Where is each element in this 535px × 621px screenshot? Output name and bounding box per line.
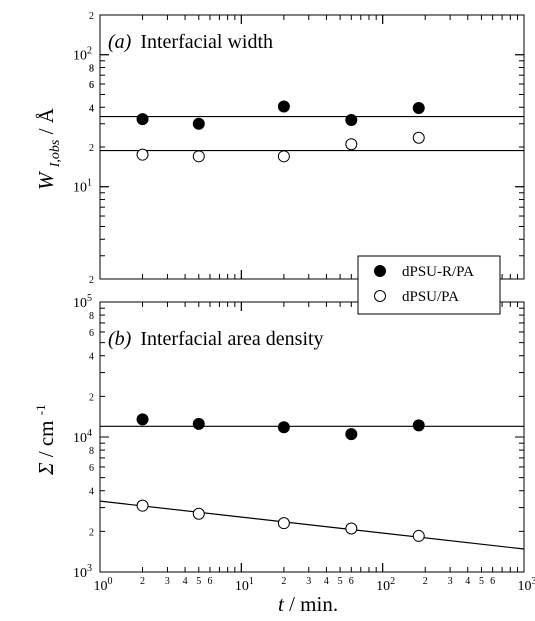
y-minor-tick-label: 2 — [89, 527, 94, 538]
x-minor-tick-label: 4 — [183, 576, 188, 587]
y-tick-label: 101 — [73, 178, 92, 196]
x-tick-label: 100 — [94, 576, 113, 594]
legend: dPSU-R/PA dPSU/PA — [357, 255, 501, 315]
panel-a-fit-lines — [100, 115, 524, 152]
panel-a-data-points — [136, 100, 425, 163]
data-point-dpsu-pa — [345, 522, 358, 535]
x-minor-tick-label: 4 — [465, 576, 470, 587]
y-minor-tick-label: 2 — [89, 143, 94, 154]
x-tick-label: 103 — [518, 576, 535, 594]
x-minor-tick-label: 6 — [349, 576, 354, 587]
x-minor-tick-label: 5 — [338, 576, 343, 587]
data-point-dpsu-pa — [136, 499, 149, 512]
y-minor-tick-label: 2 — [89, 392, 94, 403]
x-tick-label: 102 — [376, 576, 395, 594]
x-minor-tick-label: 3 — [165, 576, 170, 587]
legend-marker-open — [374, 290, 386, 302]
data-point-dpsu-r-pa — [277, 421, 290, 434]
data-point-dpsu-pa — [412, 131, 425, 144]
y-tick-label: 103 — [73, 563, 92, 581]
legend-label-0: dPSU-R/PA — [402, 264, 474, 280]
x-minor-tick-label: 6 — [490, 576, 495, 587]
data-point-dpsu-pa — [412, 529, 425, 542]
x-axis-title: t / min. — [278, 592, 338, 616]
y-minor-tick-label: 4 — [89, 103, 94, 114]
x-minor-tick-label: 3 — [306, 576, 311, 587]
x-minor-tick-label: 5 — [479, 576, 484, 587]
data-point-dpsu-pa — [136, 148, 149, 161]
y-minor-tick-label: 6 — [89, 80, 94, 91]
y-minor-tick-label: 8 — [89, 64, 94, 75]
data-point-dpsu-r-pa — [412, 419, 425, 432]
y-tick-label: 105 — [73, 293, 92, 311]
x-minor-tick-label: 2 — [423, 576, 428, 587]
data-point-dpsu-r-pa — [136, 413, 149, 426]
y-minor-tick-label: 8 — [89, 311, 94, 322]
x-minor-tick-label: 6 — [207, 576, 212, 587]
x-minor-tick-label: 3 — [448, 576, 453, 587]
panel-b-fit-lines — [99, 425, 525, 550]
data-point-dpsu-pa — [192, 150, 205, 163]
y-minor-tick-label: 6 — [89, 80, 94, 91]
data-point-dpsu-pa — [192, 507, 205, 520]
data-point-dpsu-r-pa — [345, 114, 358, 127]
panel-b-title: (b) Interfacial area density — [108, 328, 324, 350]
y-tick-label: 102 — [73, 46, 92, 64]
panel-b-y-axis-title: Σ / cm -1 — [33, 404, 58, 476]
x-minor-tick-label: 2 — [140, 576, 145, 587]
panel-a-y-axis-title: W I,obs / Å — [34, 107, 64, 190]
y-tick-label: 104 — [73, 428, 92, 446]
data-point-dpsu-r-pa — [277, 100, 290, 113]
legend-marker-filled — [374, 265, 386, 277]
data-point-dpsu-r-pa — [345, 428, 358, 441]
x-minor-tick-label: 4 — [324, 576, 329, 587]
x-minor-tick-label: 5 — [196, 576, 201, 587]
data-point-dpsu-r-pa — [136, 113, 149, 126]
y-minor-tick-label: 6 — [89, 463, 94, 474]
y-minor-tick-label: 2 — [89, 11, 94, 22]
y-minor-tick-label: 4 — [89, 103, 94, 114]
data-point-dpsu-pa — [345, 138, 358, 151]
data-point-dpsu-r-pa — [412, 101, 425, 114]
panel-a-frame — [99, 14, 525, 280]
y-minor-tick-label: 2 — [89, 275, 94, 286]
y-minor-tick-label: 4 — [89, 487, 94, 498]
fit-line-dpsu-pa — [99, 500, 525, 550]
y-minor-tick-label: 8 — [89, 64, 94, 75]
x-minor-tick-label: 2 — [281, 576, 286, 587]
data-point-dpsu-pa — [277, 150, 290, 163]
panel-b-data-points — [136, 413, 425, 542]
data-point-dpsu-r-pa — [192, 117, 205, 130]
x-tick-label: 101 — [235, 576, 254, 594]
y-minor-tick-label: 6 — [89, 328, 94, 339]
y-minor-tick-label: 8 — [89, 446, 94, 457]
y-minor-tick-label: 4 — [89, 352, 94, 363]
legend-label-1: dPSU/PA — [402, 289, 459, 305]
data-point-dpsu-pa — [277, 517, 290, 530]
data-point-dpsu-r-pa — [192, 417, 205, 430]
panel-a-title: (a) Interfacial width — [108, 31, 273, 53]
